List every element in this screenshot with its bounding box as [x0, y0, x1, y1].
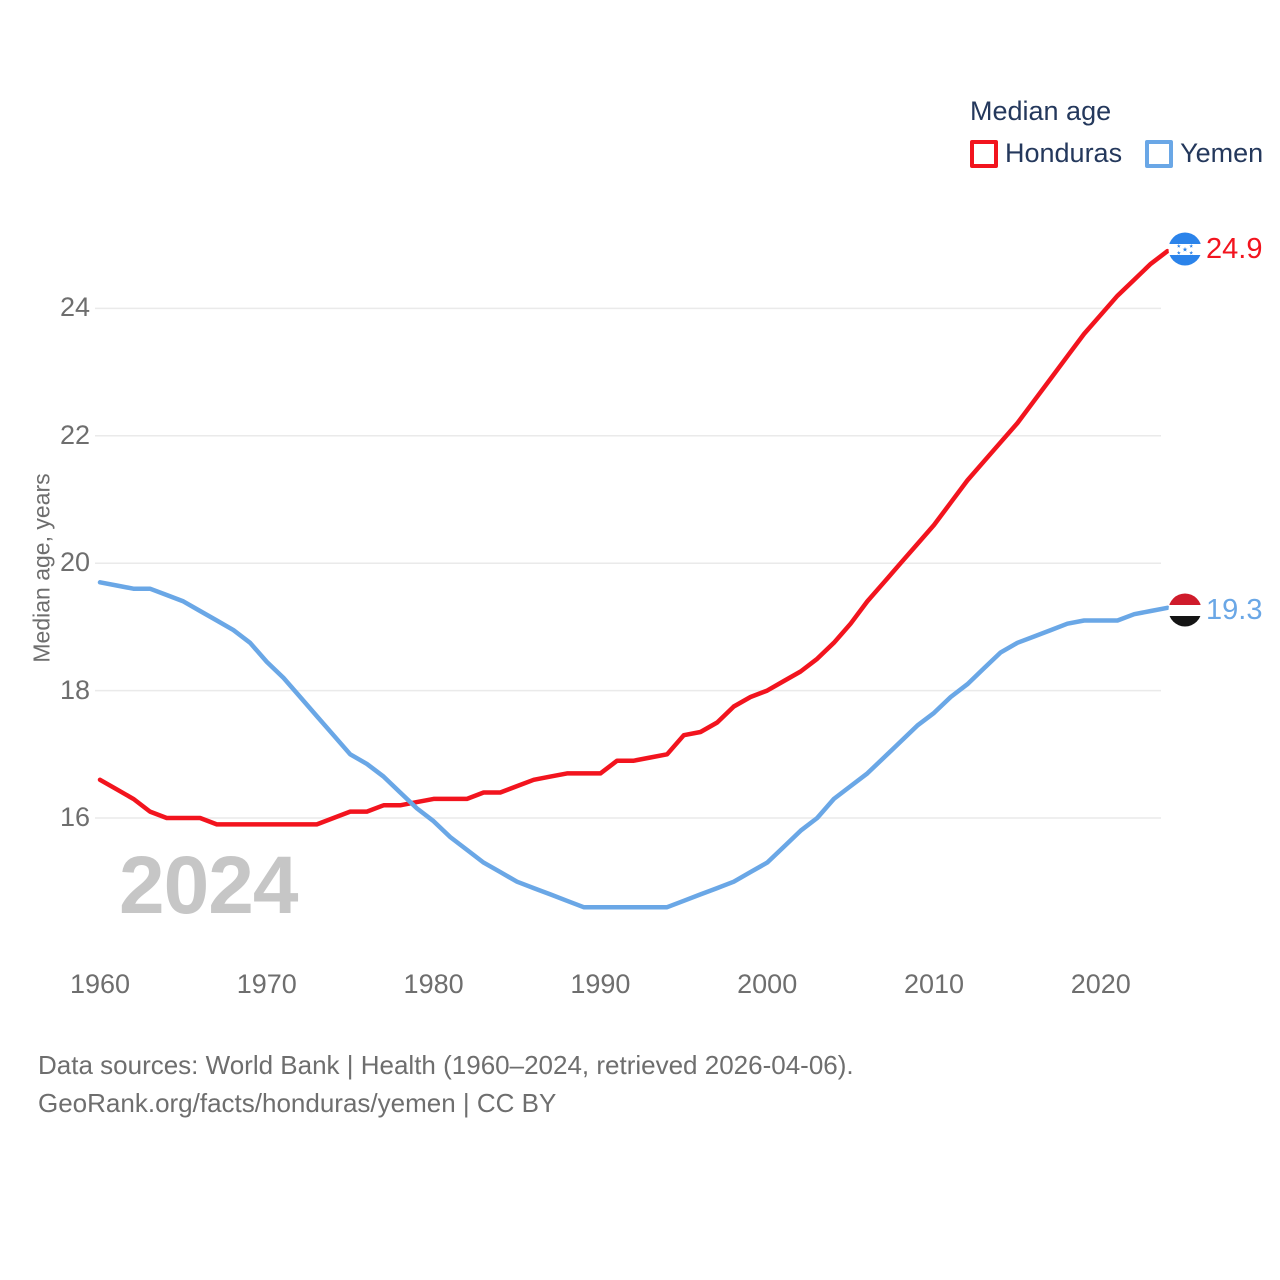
yemen-line — [97, 580, 1170, 910]
footer-attribution: GeoRank.org/facts/honduras/yemen | CC BY — [38, 1088, 557, 1118]
y-tick-label: 24 — [59, 292, 90, 323]
footer-sources: Data sources: World Bank | Health (1960–… — [38, 1050, 854, 1080]
yemen-end-value: 19.3 — [1206, 594, 1263, 626]
legend-items: Honduras Yemen — [970, 138, 1263, 169]
x-tick-label: 2010 — [903, 969, 965, 999]
legend-title: Median age — [970, 96, 1112, 126]
honduras-line — [97, 248, 1170, 827]
legend-item-yemen[interactable]: Yemen — [1145, 138, 1263, 169]
series-lines — [97, 248, 1170, 910]
honduras-swatch-icon — [970, 139, 998, 168]
legend: Median age Honduras Yemen — [970, 96, 1263, 169]
x-tick-label: 2000 — [737, 969, 798, 999]
x-tick-label: 1980 — [403, 969, 464, 999]
x-tick-label: 1970 — [236, 969, 297, 999]
honduras-end-value: 24.9 — [1206, 233, 1263, 265]
legend-label-honduras: Honduras — [1005, 138, 1123, 168]
x-tick-label: 1990 — [570, 969, 631, 999]
y-tick-label: 18 — [59, 674, 90, 705]
yemen-flag-icon — [1168, 593, 1202, 627]
y-tick-label: 16 — [59, 802, 90, 832]
legend-label-yemen: Yemen — [1180, 138, 1264, 168]
legend-item-honduras[interactable]: Honduras — [970, 138, 1122, 169]
y-tick-label: 20 — [59, 547, 90, 578]
honduras-flag-icon — [1168, 232, 1202, 266]
yemen-swatch-icon — [1145, 139, 1174, 168]
footer: Data sources: World Bank | Health (1960–… — [38, 1046, 854, 1122]
watermark-year: 2024 — [119, 840, 298, 931]
x-tick-label: 2020 — [1070, 969, 1131, 999]
x-tick-label: 1960 — [69, 969, 131, 999]
y-tick-label: 22 — [59, 419, 90, 450]
gridlines — [95, 307, 1161, 819]
